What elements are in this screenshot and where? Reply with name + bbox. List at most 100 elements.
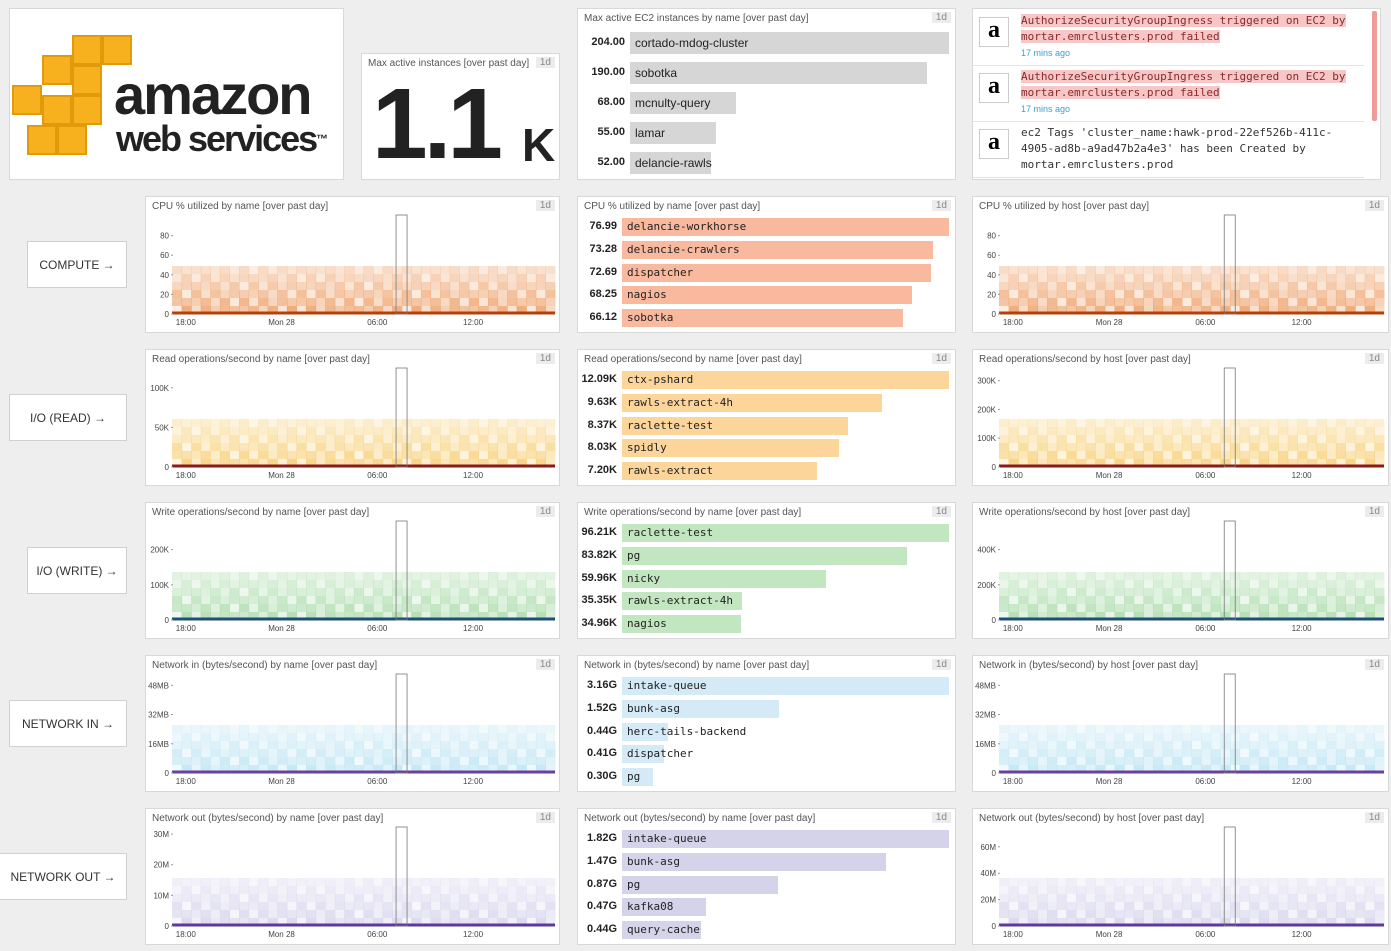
heat-cell xyxy=(258,604,269,612)
heat-cell xyxy=(1095,733,1106,741)
nav-button[interactable]: COMPUTE → xyxy=(27,241,127,288)
heat-cell xyxy=(363,274,374,282)
heat-cell xyxy=(430,894,441,902)
heat-cell xyxy=(296,902,307,910)
time-marker xyxy=(1223,673,1236,774)
heat-cell xyxy=(382,765,393,773)
x-tick-label: 06:00 xyxy=(367,930,388,939)
logo-cubes xyxy=(12,35,132,155)
heat-cell xyxy=(440,894,451,902)
heat-cell xyxy=(1191,749,1202,757)
heat-cell xyxy=(286,266,297,274)
heat-cell xyxy=(1085,878,1096,886)
nav-button[interactable]: I/O (READ) → xyxy=(9,394,127,441)
heat-cell xyxy=(1326,274,1337,282)
heat-cell xyxy=(315,298,326,306)
heat-cell xyxy=(468,902,479,910)
heat-cell xyxy=(219,451,230,459)
heat-cell xyxy=(507,451,518,459)
heat-cell xyxy=(219,435,230,443)
heat-cell xyxy=(1374,596,1385,604)
heat-cell xyxy=(267,757,278,765)
nav-button[interactable]: NETWORK IN → xyxy=(9,700,127,747)
heat-cell xyxy=(191,282,202,290)
heat-cell xyxy=(1258,886,1269,894)
heat-cell xyxy=(267,266,278,274)
heat-cell xyxy=(1335,290,1346,298)
heat-cell xyxy=(1220,749,1231,757)
heat-cell xyxy=(497,290,508,298)
heat-cell xyxy=(1268,427,1279,435)
heat-cell xyxy=(1345,459,1356,467)
heat-cell xyxy=(258,459,269,467)
heat-cell xyxy=(191,894,202,902)
heat-cell xyxy=(1114,580,1125,588)
heat-cell xyxy=(430,596,441,604)
heat-cell xyxy=(1201,765,1212,773)
heat-cell xyxy=(1374,749,1385,757)
y-tick-label: 200K xyxy=(977,405,996,414)
heat-cell xyxy=(1297,443,1308,451)
heat-cell xyxy=(1278,902,1289,910)
heat-cell xyxy=(373,741,384,749)
heat-cell xyxy=(334,894,345,902)
heat-cell xyxy=(353,604,364,612)
heat-cell xyxy=(200,459,211,467)
heat-cell xyxy=(306,266,317,274)
nav-button[interactable]: I/O (WRITE) → xyxy=(27,547,127,594)
bar-value: 96.21K xyxy=(581,526,617,538)
heat-cell xyxy=(1210,894,1221,902)
heat-cell xyxy=(497,459,508,467)
timespan: 1d xyxy=(535,353,555,364)
heat-cell xyxy=(468,274,479,282)
heat-cell xyxy=(1297,298,1308,306)
heat-cell xyxy=(497,588,508,596)
heat-cell xyxy=(999,443,1010,451)
timespan: 1d xyxy=(535,659,555,670)
heat-cell xyxy=(219,604,230,612)
heat-cell xyxy=(1364,266,1375,274)
bar xyxy=(622,462,817,481)
heat-cell xyxy=(210,765,221,773)
bar-value: 68.25 xyxy=(589,288,617,301)
heat-cell xyxy=(1249,443,1260,451)
heat-cell xyxy=(210,612,221,620)
time-marker xyxy=(1223,520,1236,621)
heat-cell xyxy=(1268,749,1279,757)
heat-cell xyxy=(1095,266,1106,274)
heat-cell xyxy=(497,910,508,918)
heat-cell xyxy=(306,765,317,773)
heat-cell xyxy=(1345,886,1356,894)
heat-cell xyxy=(1316,419,1327,427)
heat-cell xyxy=(1326,612,1337,620)
heat-cell xyxy=(229,290,240,298)
heat-cell xyxy=(468,443,479,451)
heat-cell xyxy=(1355,580,1366,588)
heat-cell xyxy=(1210,918,1221,926)
heat-cell xyxy=(411,580,422,588)
heat-cell xyxy=(999,886,1010,894)
heat-cell xyxy=(363,298,374,306)
heat-cell xyxy=(440,282,451,290)
heat-cell xyxy=(1307,274,1318,282)
heat-cell xyxy=(1037,918,1048,926)
heat-cell xyxy=(1201,878,1212,886)
heat-cell xyxy=(334,918,345,926)
heat-cell xyxy=(449,918,460,926)
logo-tm: ™ xyxy=(316,132,328,146)
heat-cell xyxy=(1076,451,1087,459)
heat-cell xyxy=(516,878,527,886)
heat-cell xyxy=(1316,749,1327,757)
nav-button[interactable]: NETWORK OUT → xyxy=(0,853,127,900)
heat-cell xyxy=(535,733,546,741)
heat-cell xyxy=(219,596,230,604)
heat-cell xyxy=(1114,282,1125,290)
heat-cell xyxy=(1133,894,1144,902)
heat-cell xyxy=(1268,588,1279,596)
heat-cell xyxy=(1287,290,1298,298)
heat-cell xyxy=(1047,298,1058,306)
heat-cell xyxy=(1027,902,1038,910)
heat-cell xyxy=(229,282,240,290)
heat-cell xyxy=(363,612,374,620)
heat-cell xyxy=(507,290,518,298)
